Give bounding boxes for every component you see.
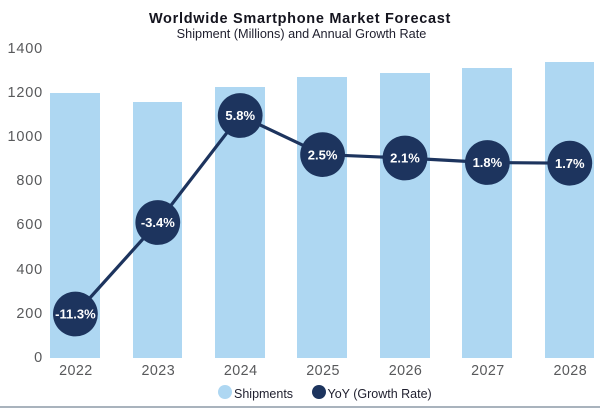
svg-text:2.1%: 2.1%	[390, 151, 420, 166]
svg-text:1.8%: 1.8%	[473, 155, 503, 170]
svg-text:-3.4%: -3.4%	[141, 215, 175, 230]
svg-text:5.8%: 5.8%	[225, 108, 255, 123]
svg-text:2.5%: 2.5%	[308, 147, 338, 162]
svg-text:1.7%: 1.7%	[555, 156, 585, 171]
svg-text:-11.3%: -11.3%	[55, 307, 96, 322]
